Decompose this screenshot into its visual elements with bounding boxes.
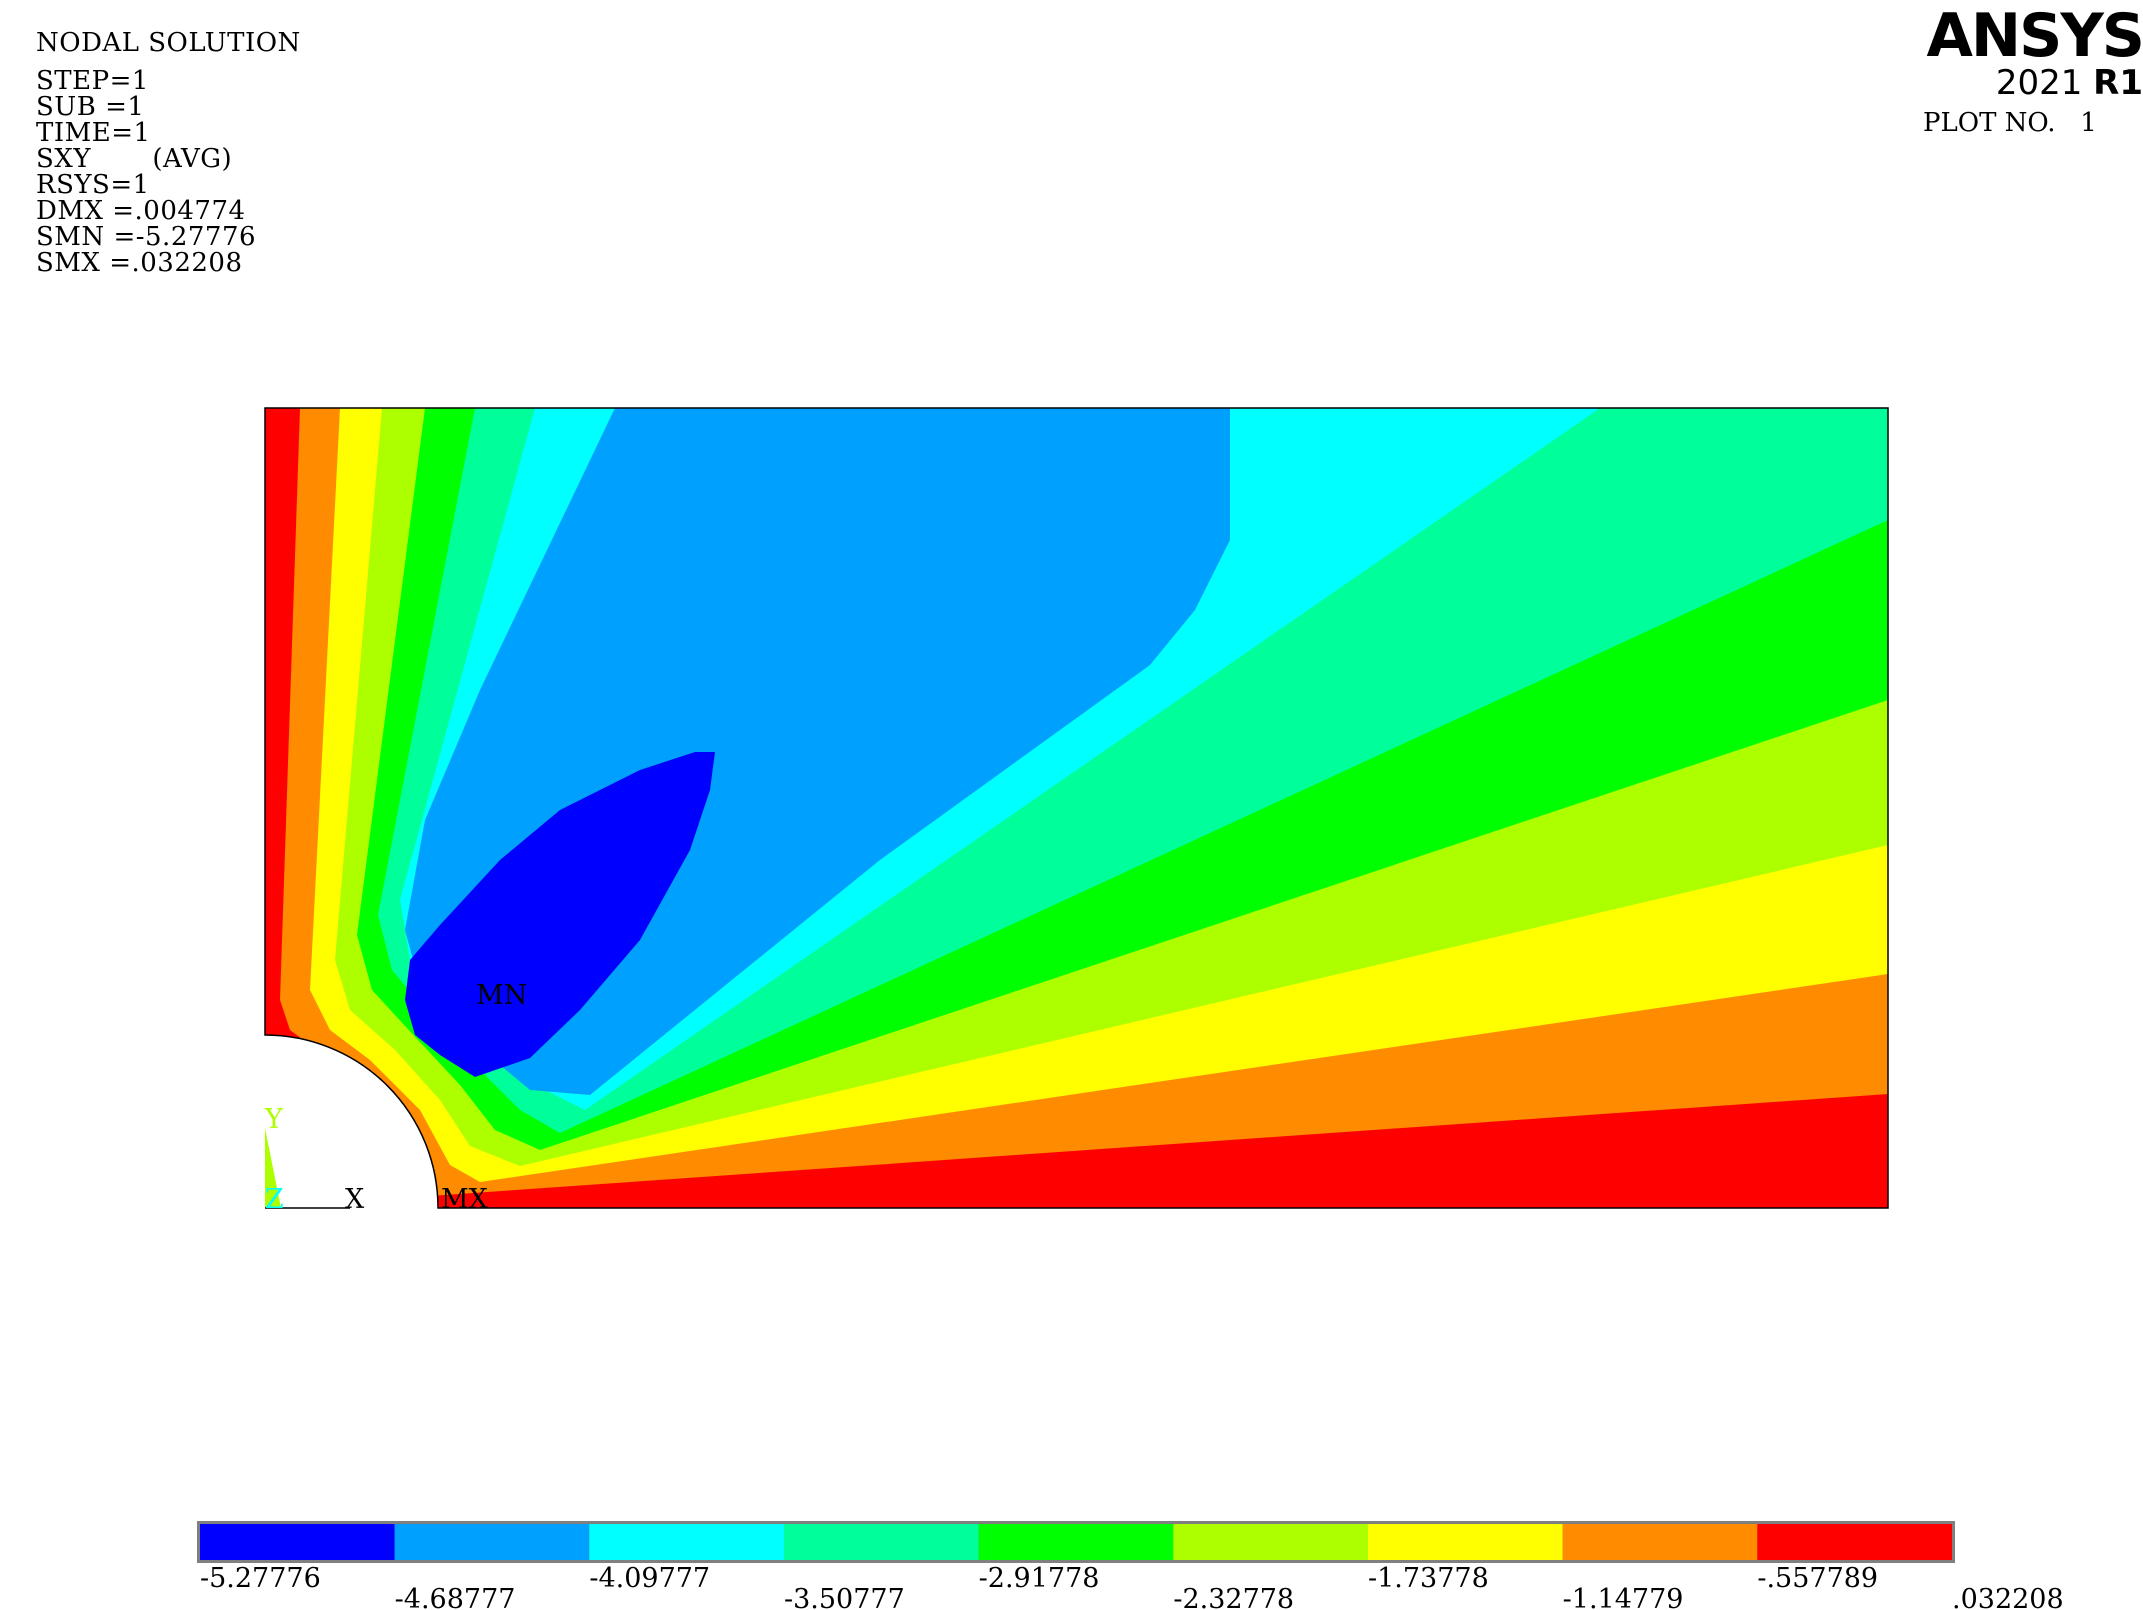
info-smn: SMN =-5.27776 bbox=[36, 222, 257, 252]
info-title: NODAL SOLUTION bbox=[36, 28, 301, 58]
legend-tick-label: -5.27776 bbox=[200, 1563, 321, 1594]
info-sub: SUB =1 bbox=[36, 92, 145, 122]
solution-info: NODAL SOLUTION STEP=1 SUB =1 TIME=1 SXY … bbox=[36, 30, 301, 276]
max-marker: MX bbox=[441, 1184, 489, 1215]
legend-tick-label: .032208 bbox=[1952, 1584, 2064, 1610]
legend-swatch bbox=[1173, 1524, 1368, 1560]
plate-outline bbox=[264, 407, 1889, 1209]
plot-number: PLOT NO. 1 bbox=[1923, 108, 2097, 138]
legend-tick-label: -1.73778 bbox=[1368, 1563, 1489, 1594]
legend-swatch bbox=[978, 1524, 1174, 1560]
legend-swatch bbox=[1562, 1524, 1758, 1560]
axis-z-label: Z bbox=[265, 1184, 284, 1215]
band-blue bbox=[405, 752, 715, 1077]
legend-tick-label: -4.68777 bbox=[395, 1584, 516, 1610]
axis-y-label: Y bbox=[264, 1104, 284, 1135]
info-smx: SMX =.032208 bbox=[36, 248, 243, 278]
legend-swatch bbox=[200, 1524, 395, 1560]
logo-version: 2021 R1 bbox=[1926, 66, 2143, 100]
legend-swatch bbox=[394, 1524, 590, 1560]
info-time: TIME=1 bbox=[36, 118, 151, 148]
legend-tick-label: -.557789 bbox=[1757, 1563, 1878, 1594]
legend-tick-label: -3.50777 bbox=[784, 1584, 905, 1610]
legend-tick-label: -2.32778 bbox=[1173, 1584, 1294, 1610]
info-dmx: DMX =.004774 bbox=[36, 196, 246, 226]
color-legend: -5.27776 -4.68777 -4.09777 -3.50777 -2.91778… bbox=[197, 1521, 2064, 1610]
min-marker: MN bbox=[476, 980, 527, 1011]
legend-swatch bbox=[1368, 1524, 1563, 1560]
legend-swatch bbox=[589, 1524, 784, 1560]
logo-year: 2021 bbox=[1995, 63, 2083, 103]
contour-bands bbox=[265, 408, 1888, 1208]
ansys-logo: ANSYS 2021 R1 bbox=[1926, 4, 2143, 100]
legend-tick-label: -4.09777 bbox=[589, 1563, 710, 1594]
info-rsys: RSYS=1 bbox=[36, 170, 150, 200]
legend-swatch bbox=[1757, 1524, 1952, 1560]
axis-triad: Y Z X bbox=[264, 1104, 365, 1215]
info-step: STEP=1 bbox=[36, 66, 149, 96]
legend-swatch bbox=[784, 1524, 979, 1560]
axis-y-wedge bbox=[265, 1128, 281, 1208]
info-result: SXY (AVG) bbox=[36, 144, 233, 174]
logo-release: R1 bbox=[2093, 63, 2143, 103]
legend-tick-label: -2.91778 bbox=[979, 1563, 1100, 1594]
axis-x-label: X bbox=[345, 1184, 365, 1215]
logo-brand: ANSYS bbox=[1926, 1, 2143, 71]
legend-tick-label: -1.14779 bbox=[1563, 1584, 1684, 1610]
